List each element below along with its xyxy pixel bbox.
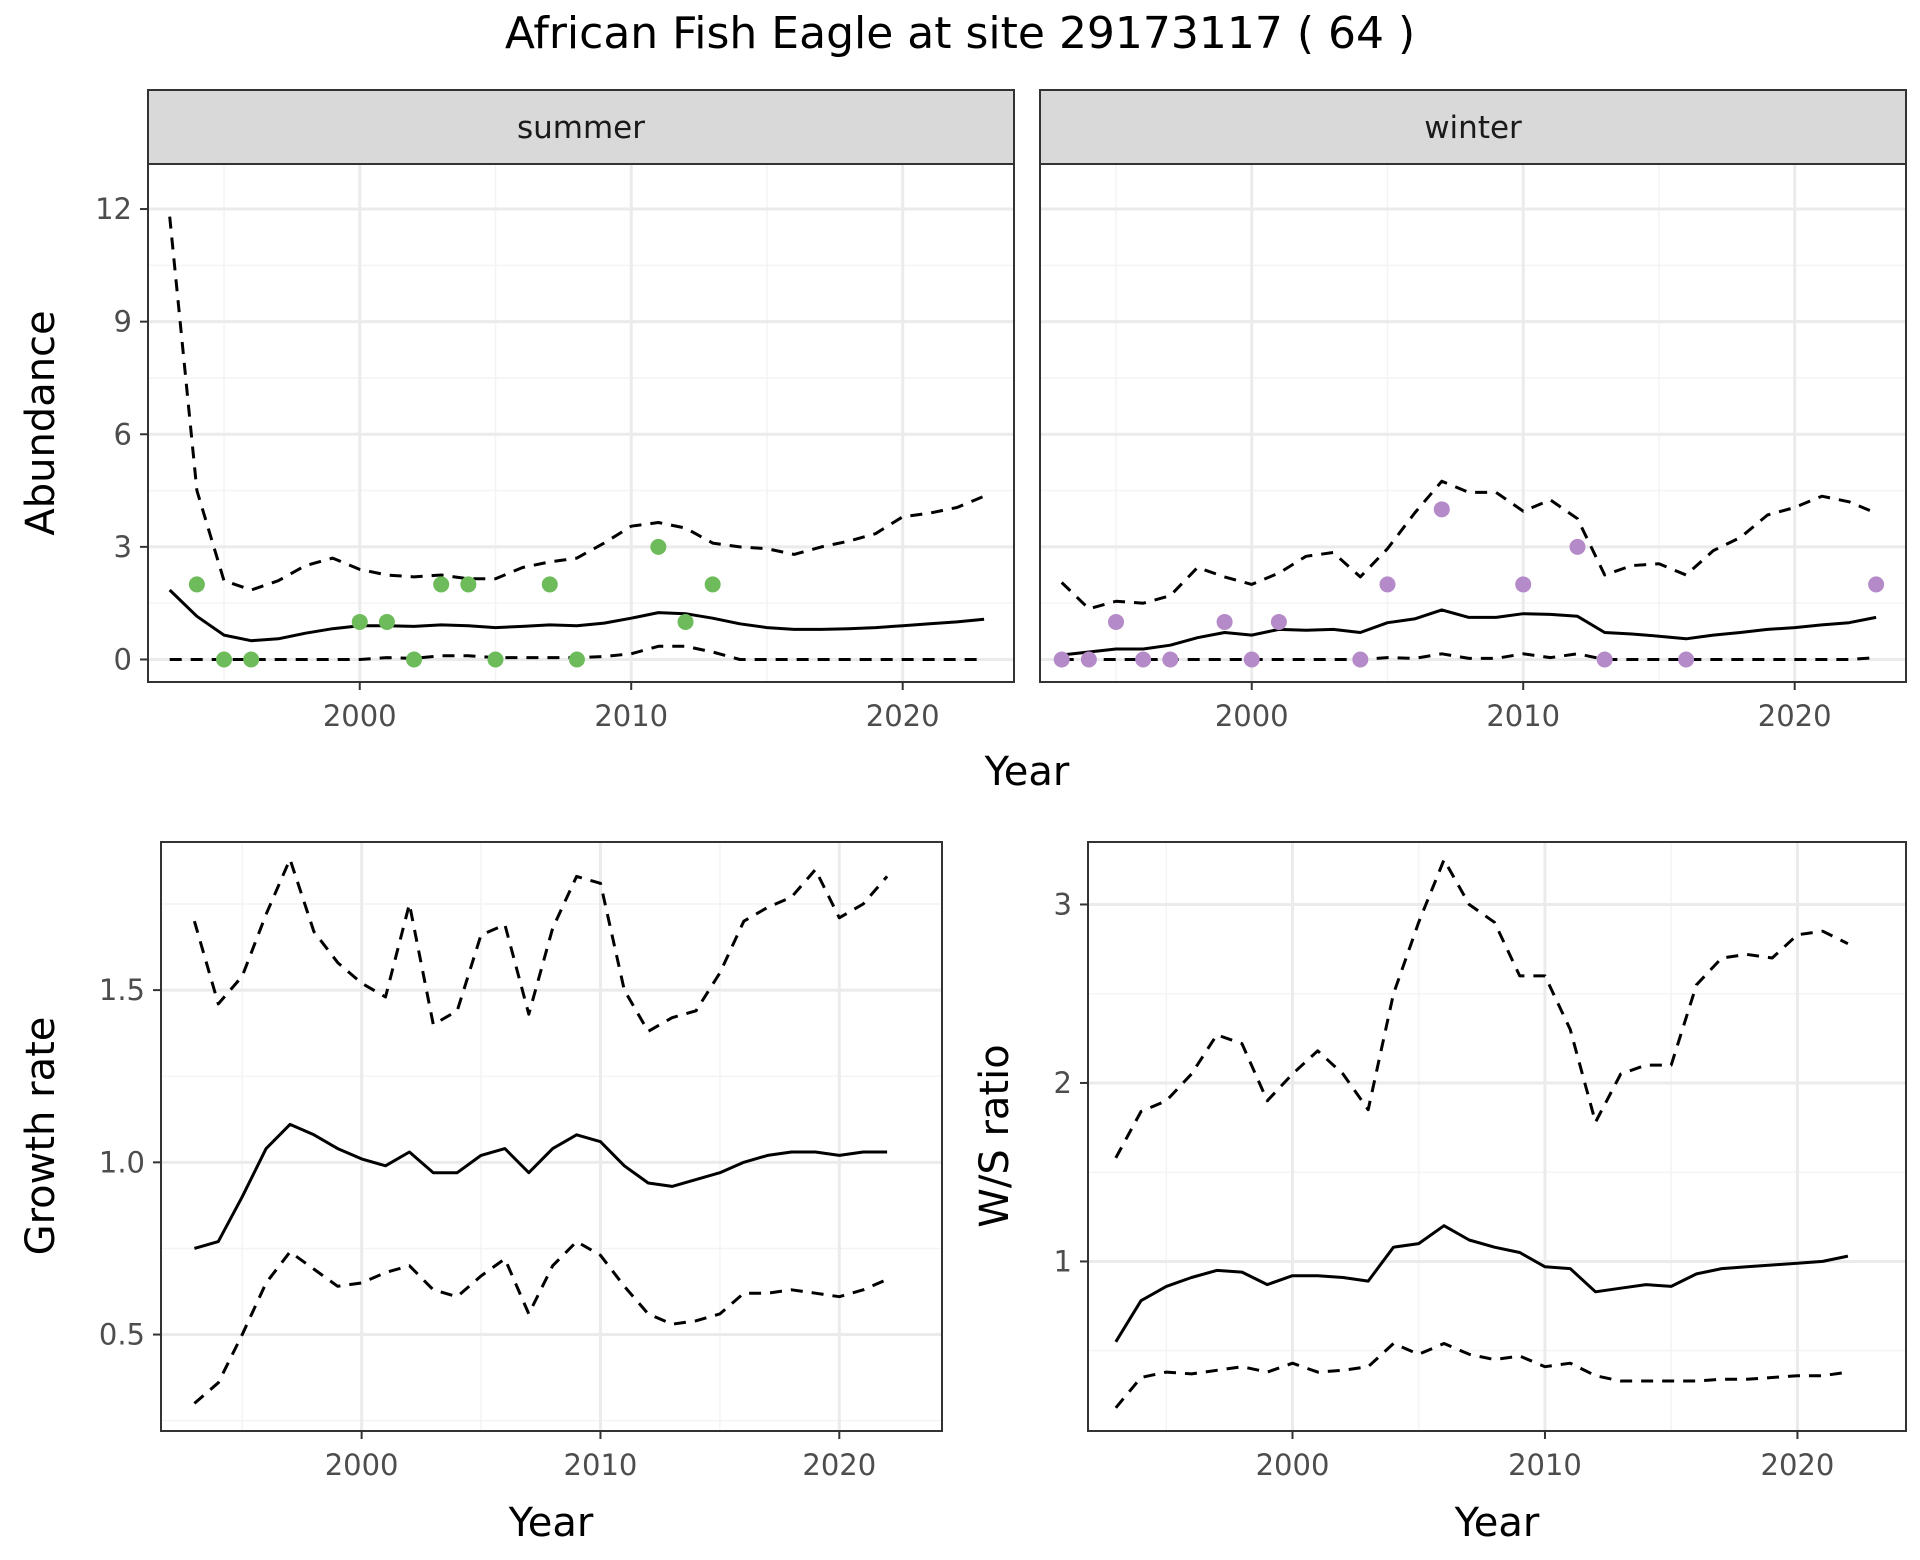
observation-point: [1270, 613, 1287, 630]
observation-point: [1352, 651, 1369, 668]
ws-ratio-x-axis-title: Year: [1454, 1500, 1540, 1546]
estimate-line: [1114, 1224, 1849, 1343]
y-tick-label: 12: [95, 192, 132, 226]
facet-strip: [147, 89, 1015, 165]
observation-point: [541, 576, 558, 593]
upper-bound-line: [168, 216, 985, 592]
y-tick-label: 1: [1054, 1244, 1072, 1278]
observation-point: [433, 576, 450, 593]
growth-rate-x-axis-title: Year: [508, 1500, 594, 1546]
observation-point: [406, 651, 423, 668]
y-tick-label: 3: [114, 530, 132, 564]
chart-title: African Fish Eagle at site 29173117 ( 64…: [505, 8, 1415, 59]
x-tick-label: 2020: [866, 699, 940, 733]
abundance-x-axis-title: Year: [984, 749, 1070, 795]
series-lines: [1060, 479, 1877, 661]
estimate-line: [193, 1122, 888, 1250]
observation-point: [1569, 538, 1586, 555]
x-tick-label: 2010: [1508, 1448, 1582, 1482]
y-tick-label: 1.5: [99, 973, 145, 1007]
x-tick-label: 2020: [802, 1448, 876, 1482]
facet-strip: [1039, 89, 1907, 165]
x-tick-label: 2020: [1761, 1448, 1835, 1482]
observation-point: [1678, 651, 1695, 668]
x-tick-label: 2020: [1758, 699, 1832, 733]
panel-border: [1039, 163, 1907, 683]
observation-point: [188, 576, 205, 593]
observation-point: [351, 613, 368, 630]
y-tick-label: 0: [114, 642, 132, 676]
upper-bound-line: [192, 857, 889, 1033]
facet-strip-label: winter: [1424, 110, 1522, 146]
y-tick-label: 6: [114, 417, 132, 451]
observation-point: [1433, 501, 1450, 518]
axis-ticks: 2000 2010 2020 0 3 6 9 12: [95, 192, 940, 733]
observation-point: [1108, 613, 1125, 630]
observation-point: [568, 651, 585, 668]
axis-ticks: 2000 2010 2020: [1215, 682, 1832, 733]
observation-point: [1162, 651, 1179, 668]
observation-point: [1868, 576, 1885, 593]
gridlines: [1088, 842, 1906, 1431]
observation-point: [1080, 651, 1097, 668]
lower-bound-line: [1061, 652, 1877, 661]
observation-point: [1596, 651, 1613, 668]
axis-ticks: 2000 2010 2020 1 2 3: [1054, 887, 1835, 1482]
observation-points: [188, 538, 721, 668]
panel-border: [160, 841, 943, 1432]
observation-point: [650, 538, 667, 555]
observation-point: [1243, 651, 1260, 668]
observation-point: [704, 576, 721, 593]
growth-rate-panel: 2000 2010 2020 0.5 1.0 1.5: [99, 841, 943, 1482]
ws-ratio-y-axis-title: W/S ratio: [972, 1044, 1018, 1227]
x-tick-label: 2010: [1486, 699, 1560, 733]
series-lines: [168, 216, 985, 661]
observation-point: [1135, 651, 1152, 668]
facet-strip-label: summer: [517, 110, 645, 146]
growth-rate-y-axis-title: Growth rate: [18, 1017, 64, 1256]
observation-point: [1379, 576, 1396, 593]
estimate-line: [1061, 608, 1877, 657]
series-lines: [192, 857, 889, 1405]
abundance-summer-panel: summer 2000 2010 2020 0 3 6 9 12: [95, 89, 1015, 733]
gridlines: [1040, 164, 1906, 682]
observation-point: [1515, 576, 1532, 593]
observation-point: [487, 651, 504, 668]
y-tick-label: 1.0: [99, 1145, 145, 1179]
panel-border: [1087, 841, 1907, 1432]
observation-point: [1053, 651, 1070, 668]
y-tick-label: 9: [114, 305, 132, 339]
y-tick-label: 0.5: [99, 1318, 145, 1352]
x-tick-label: 2010: [594, 699, 668, 733]
observation-point: [243, 651, 260, 668]
abundance-winter-panel: winter 2000 2010 2020: [1039, 89, 1907, 733]
observation-point: [677, 613, 694, 630]
x-tick-label: 2000: [1256, 1448, 1330, 1482]
series-lines: [1114, 858, 1849, 1409]
ws-ratio-panel: 2000 2010 2020 1 2 3: [1054, 841, 1907, 1482]
panel-border: [147, 163, 1015, 683]
observation-points: [1053, 501, 1885, 668]
observation-point: [216, 651, 233, 668]
gridlines: [148, 164, 1014, 682]
y-tick-label: 3: [1054, 887, 1072, 921]
x-tick-label: 2000: [325, 1448, 399, 1482]
abundance-y-axis-title: Abundance: [18, 310, 64, 535]
x-tick-label: 2000: [323, 699, 397, 733]
lower-bound-line: [1114, 1342, 1849, 1409]
x-tick-label: 2010: [564, 1448, 638, 1482]
axis-ticks: 2000 2010 2020 0.5 1.0 1.5: [99, 973, 876, 1482]
lower-bound-line: [193, 1240, 888, 1405]
observation-point: [378, 613, 395, 630]
y-tick-label: 2: [1054, 1066, 1072, 1100]
estimate-line: [168, 588, 985, 643]
observation-point: [460, 576, 477, 593]
x-tick-label: 2000: [1215, 699, 1289, 733]
gridlines: [161, 842, 942, 1431]
upper-bound-line: [1060, 479, 1877, 611]
observation-point: [1216, 613, 1233, 630]
